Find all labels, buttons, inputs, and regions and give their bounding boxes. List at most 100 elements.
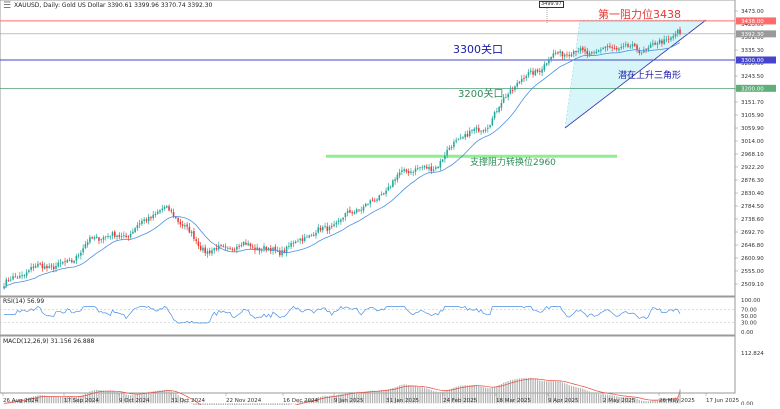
time-tick-label: 18 Mar 2025 (496, 398, 531, 404)
candle (464, 134, 466, 137)
macd-bar (112, 391, 113, 403)
macd-bar (639, 400, 640, 403)
candle (575, 51, 577, 52)
peak-label: 3499.97 (539, 1, 564, 8)
candle (476, 127, 478, 129)
candle (480, 131, 482, 132)
current-price-badge: 3392.30 (741, 32, 764, 38)
candle (213, 248, 215, 250)
candle (392, 180, 394, 187)
price-tick-label: 2784.50 (741, 204, 764, 210)
macd-bar (541, 381, 542, 403)
macd-panel[interactable] (0, 336, 735, 393)
macd-bar (584, 389, 585, 403)
candle (89, 237, 91, 242)
candle (195, 239, 197, 241)
macd-bar (376, 391, 377, 404)
candle (143, 219, 145, 221)
candle (304, 237, 306, 241)
price-tick-label: 3243.50 (741, 74, 764, 80)
candle (548, 61, 550, 64)
candle (559, 51, 561, 53)
price-tick-label: 2876.30 (741, 178, 764, 184)
candle (211, 250, 213, 253)
macd-bar (51, 396, 52, 403)
macd-bar (535, 379, 536, 403)
candle (528, 72, 530, 76)
candle (401, 170, 403, 172)
candle (614, 48, 616, 49)
candle (53, 267, 55, 269)
macd-tick-label: 0.00 (741, 401, 754, 405)
candle (449, 148, 451, 150)
candle (193, 231, 195, 239)
macd-bar (383, 390, 384, 403)
candle (532, 71, 534, 74)
rsi-panel[interactable] (0, 297, 735, 335)
candle (64, 261, 66, 262)
menu-icon[interactable]: ☰ (3, 2, 11, 11)
candle (128, 236, 130, 237)
candle (609, 46, 611, 47)
candle (672, 36, 674, 38)
macd-bar (320, 397, 321, 404)
candle (175, 217, 177, 218)
candle (412, 172, 414, 173)
candle (94, 237, 96, 239)
macd-bar (114, 392, 115, 404)
candle (369, 200, 371, 203)
time-tick-label: 24 Feb 2025 (443, 398, 478, 404)
candle (596, 52, 598, 54)
candle (12, 276, 14, 279)
candle (161, 209, 163, 210)
candle (553, 53, 555, 57)
candle (367, 204, 369, 205)
candle (180, 222, 182, 224)
macd-bar (435, 392, 436, 404)
candle (73, 261, 75, 263)
macd-bar (116, 392, 117, 403)
level-3300-badge: 3300.00 (741, 58, 764, 64)
candle (523, 78, 525, 79)
macd-bar (483, 387, 484, 403)
support-label: 支撑阻力转换位2960 (470, 159, 556, 168)
candle (288, 246, 290, 247)
price-tick-label: 2509.10 (741, 282, 764, 288)
candle (670, 38, 672, 40)
candle (535, 70, 537, 75)
candle (340, 220, 342, 222)
candle (600, 50, 602, 51)
macd-bar (598, 394, 599, 403)
candle (168, 206, 170, 210)
macd-bar (487, 388, 488, 403)
candle (648, 48, 650, 50)
candle (469, 131, 471, 136)
level-3200-label: 3200关口 (458, 90, 503, 100)
candle (78, 255, 80, 256)
macd-bar (440, 392, 441, 403)
candle (177, 218, 179, 222)
rsi-tick-label: 100.00 (741, 298, 761, 304)
time-tick-label: 31 Jan 2025 (386, 398, 419, 404)
candle (148, 217, 150, 221)
candle (114, 232, 116, 237)
candle (322, 227, 324, 230)
candle (421, 167, 423, 168)
candle (512, 90, 514, 91)
candle (358, 210, 360, 211)
candle (299, 239, 301, 241)
price-tick-label: 2646.80 (741, 243, 764, 249)
candle (19, 276, 21, 278)
candle (209, 251, 211, 253)
candle (265, 247, 267, 250)
candle (460, 138, 462, 139)
candle (103, 237, 105, 240)
candle (55, 266, 57, 269)
candle (654, 43, 656, 45)
candle (252, 247, 254, 248)
candle (426, 167, 428, 169)
candle (279, 250, 281, 255)
candle (247, 243, 249, 245)
